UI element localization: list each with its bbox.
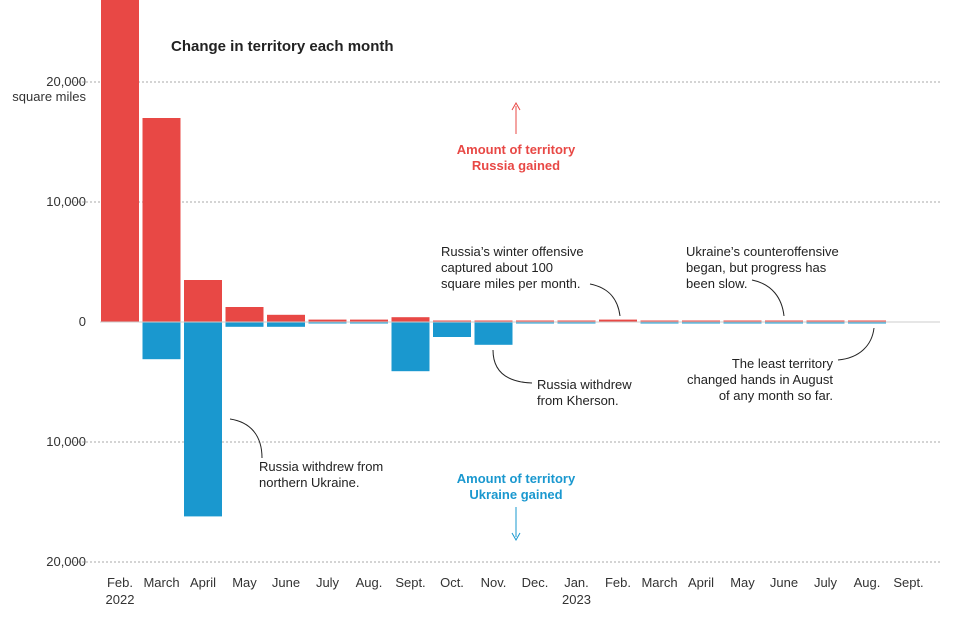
x-tick-label: July [316, 575, 340, 590]
annotation-arrow-icon [751, 279, 785, 317]
bar-ukraine-gain [848, 322, 886, 324]
bar-russia-gain [806, 320, 845, 322]
annotation-arrow-icon [492, 349, 533, 384]
x-tick-label: April [190, 575, 216, 590]
bar-ukraine-gain [723, 322, 762, 324]
x-tick-label: June [770, 575, 798, 590]
bar-ukraine-gain [474, 322, 513, 345]
annotation-winter-offensive: Russia’s winter offensive [441, 244, 584, 259]
annotation-arrow-icon [229, 418, 263, 459]
annotation-winter-offensive: square miles per month. [441, 276, 580, 291]
x-tick-label: April [688, 575, 714, 590]
bar-ukraine-gain [225, 322, 264, 327]
y-tick-label: 20,000 [46, 554, 86, 569]
y-tick-label: 0 [79, 314, 86, 329]
bar-russia-gain [433, 320, 471, 322]
bar-russia-gain [101, 0, 139, 322]
arrow-down-icon [511, 532, 521, 542]
bar-russia-gain [640, 320, 679, 322]
bar-ukraine-gain [433, 322, 471, 337]
bar-russia-gain [267, 314, 305, 322]
bar-russia-gain [391, 317, 430, 322]
x-tick-label: Jan. [564, 575, 589, 590]
annotation-august: The least territory [732, 356, 834, 371]
legend-ukraine-label: Amount of territory [457, 471, 576, 486]
x-year-label: 2023 [562, 592, 591, 607]
chart-title: Change in territory each month [171, 38, 394, 55]
bar-russia-gain [350, 319, 388, 322]
bar-russia-gain [225, 307, 264, 322]
y-tick-label: 10,000 [46, 194, 86, 209]
bar-russia-gain [765, 320, 803, 322]
bar-russia-gain [516, 320, 554, 322]
annotation-kherson: Russia withdrew [537, 377, 632, 392]
bar-ukraine-gain [308, 322, 347, 324]
x-tick-label: July [814, 575, 838, 590]
annotation-northern-ukraine: northern Ukraine. [259, 475, 359, 490]
x-tick-label: Dec. [522, 575, 549, 590]
annotation-counteroffensive: began, but progress has [686, 260, 827, 275]
x-tick-label: March [641, 575, 677, 590]
bar-ukraine-gain [765, 322, 803, 324]
bar-russia-gain [557, 320, 596, 322]
x-tick-label: May [730, 575, 755, 590]
y-tick-label: 10,000 [46, 434, 86, 449]
x-tick-label: Oct. [440, 575, 464, 590]
bar-ukraine-gain [267, 322, 305, 327]
x-tick-label: Nov. [481, 575, 507, 590]
bar-ukraine-gain [184, 322, 222, 517]
bar-ukraine-gain [640, 322, 679, 324]
bar-ukraine-gain [806, 322, 845, 324]
bar-russia-gain [142, 118, 181, 322]
bar-ukraine-gain [516, 322, 554, 324]
x-tick-label: June [272, 575, 300, 590]
y-tick-label: 20,000 [46, 74, 86, 89]
bar-ukraine-gain [350, 322, 388, 324]
bar-ukraine-gain [682, 322, 720, 324]
legend-ukraine-label: Ukraine gained [469, 487, 562, 502]
bar-ukraine-gain [557, 322, 596, 324]
bar-russia-gain [308, 319, 347, 322]
annotation-counteroffensive: been slow. [686, 276, 747, 291]
y-axis-unit-label: square miles [12, 89, 86, 104]
x-tick-label: Aug. [356, 575, 383, 590]
x-tick-label: Feb. [107, 575, 133, 590]
x-year-label: 2022 [106, 592, 135, 607]
bar-ukraine-gain [391, 322, 430, 372]
bar-russia-gain [599, 319, 637, 322]
legend-russia-label: Russia gained [472, 158, 560, 173]
bar-russia-gain [474, 320, 513, 322]
annotation-kherson: from Kherson. [537, 393, 619, 408]
x-tick-label: Aug. [854, 575, 881, 590]
x-tick-label: Feb. [605, 575, 631, 590]
bar-russia-gain [848, 320, 886, 322]
x-tick-label: March [143, 575, 179, 590]
x-tick-label: Sept. [893, 575, 923, 590]
annotation-august: of any month so far. [719, 388, 833, 403]
arrow-up-icon [511, 101, 521, 111]
annotation-northern-ukraine: Russia withdrew from [259, 459, 383, 474]
annotation-winter-offensive: captured about 100 [441, 260, 553, 275]
legend-russia-label: Amount of territory [457, 142, 576, 157]
bar-ukraine-gain [142, 322, 181, 360]
annotation-arrow-icon [837, 327, 875, 361]
x-tick-label: May [232, 575, 257, 590]
annotation-august: changed hands in August [687, 372, 833, 387]
bar-russia-gain [184, 280, 222, 322]
x-tick-label: Sept. [395, 575, 425, 590]
annotation-arrow-icon [589, 283, 621, 317]
bar-russia-gain [723, 320, 762, 322]
annotation-counteroffensive: Ukraine’s counteroffensive [686, 244, 839, 259]
bar-russia-gain [682, 320, 720, 322]
